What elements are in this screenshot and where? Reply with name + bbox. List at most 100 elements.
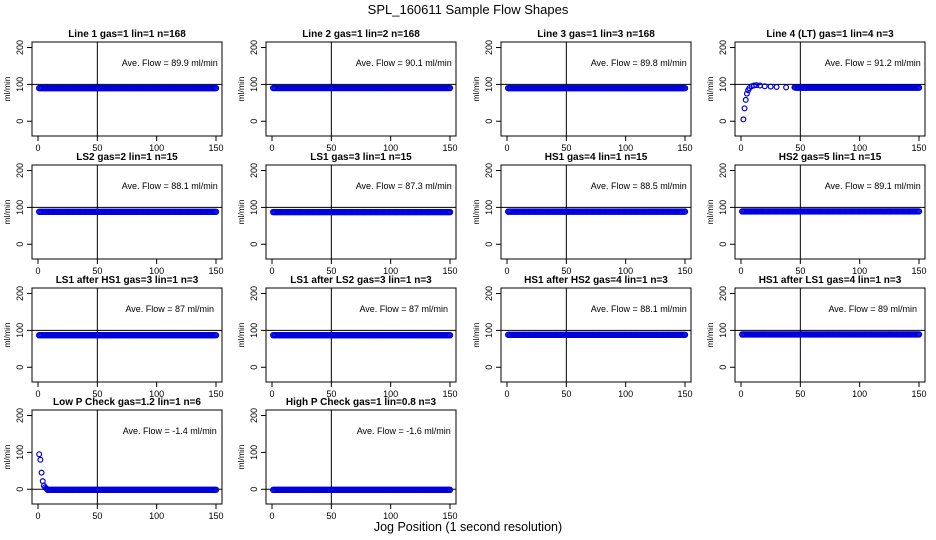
panel-grid: Line 1 gas=1 lin=1 n=168 0 50 100 150 0 100 200… xyxy=(2,29,927,521)
y-tick-label: 100 xyxy=(484,200,494,215)
y-tick-label: 100 xyxy=(249,323,259,338)
x-tick-label: 150 xyxy=(677,389,692,399)
average-flow-annotation: Ave. Flow = 89 ml/min xyxy=(828,304,917,314)
data-series xyxy=(269,331,454,339)
average-flow-annotation: Ave. Flow = 87 ml/min xyxy=(359,304,448,314)
panel-4: Line 4 (LT) gas=1 lin=4 n=3 0 50 100 150 0 100… xyxy=(705,29,927,153)
x-tick-label: 100 xyxy=(149,143,164,153)
plot-frame xyxy=(265,41,457,137)
data-point xyxy=(915,208,923,215)
data-point xyxy=(446,208,454,216)
data-series xyxy=(504,208,689,215)
x-tick-label: 100 xyxy=(383,266,398,276)
y-tick-label: 200 xyxy=(15,163,25,178)
average-flow-annotation: Ave. Flow = 88.1 ml/min xyxy=(591,304,687,314)
x-tick-label: 150 xyxy=(911,389,926,399)
y-tick-label: 200 xyxy=(15,408,25,423)
y-tick-label: 100 xyxy=(484,323,494,338)
x-tick-label: 50 xyxy=(326,389,336,399)
x-tick-label: 50 xyxy=(561,389,571,399)
data-point xyxy=(773,83,780,90)
y-tick-label: 0 xyxy=(15,242,25,247)
x-tick-label: 0 xyxy=(269,511,274,521)
average-flow-annotation: Ave. Flow = -1.6 ml/min xyxy=(357,426,451,436)
x-tick-label: 100 xyxy=(618,389,633,399)
data-point xyxy=(915,84,923,91)
average-flow-annotation: Ave. Flow = 90.1 ml/min xyxy=(356,58,452,68)
average-flow-annotation: Ave. Flow = 89.1 ml/min xyxy=(825,181,921,191)
panel-9: LS1 after HS1 gas=3 lin=1 n=3 0 50 100 150 0 1… xyxy=(2,275,224,399)
y-tick-label: 0 xyxy=(718,119,728,124)
plot-frame xyxy=(265,287,457,383)
y-tick-label: 100 xyxy=(718,200,728,215)
y-axis-label: ml/min xyxy=(471,199,481,224)
figure-x-axis-label: Jog Position (1 second resolution) xyxy=(374,520,562,534)
y-tick-label: 200 xyxy=(249,408,259,423)
panel-title: HS1 after LS1 gas=4 lin=1 n=3 xyxy=(759,275,902,286)
y-tick-label: 100 xyxy=(15,200,25,215)
x-tick-label: 0 xyxy=(738,143,743,153)
data-series xyxy=(504,331,689,338)
x-tick-label: 0 xyxy=(269,266,274,276)
plot-frame xyxy=(265,409,457,505)
data-point xyxy=(915,331,923,338)
panel-5: LS2 gas=2 lin=1 n=15 0 50 100 150 0 100 200 ml/m… xyxy=(2,152,224,276)
y-tick-label: 100 xyxy=(249,200,259,215)
y-tick-label: 200 xyxy=(718,163,728,178)
y-axis-label: ml/min xyxy=(2,322,12,347)
panel-11: HS1 after HS2 gas=4 lin=1 n=3 0 50 100 150 0 1… xyxy=(471,275,693,399)
x-tick-label: 150 xyxy=(677,266,692,276)
panel-10: LS1 after LS2 gas=3 lin=1 n=3 0 50 100 150 0 1… xyxy=(236,275,458,399)
y-tick-label: 200 xyxy=(484,40,494,55)
plot-frame xyxy=(734,287,926,383)
data-series xyxy=(269,486,454,494)
data-series xyxy=(504,84,689,92)
data-point xyxy=(767,83,774,90)
y-axis-label: ml/min xyxy=(236,322,246,347)
x-tick-label: 100 xyxy=(149,266,164,276)
x-tick-label: 100 xyxy=(852,143,867,153)
panel-title: Low P Check gas=1.2 lin=1 n=6 xyxy=(53,397,201,408)
data-series xyxy=(35,208,220,215)
x-tick-label: 150 xyxy=(442,266,457,276)
y-tick-label: 0 xyxy=(484,365,494,370)
plot-frame xyxy=(31,409,223,505)
plot-frame xyxy=(500,164,692,260)
data-series xyxy=(35,331,220,339)
x-tick-label: 50 xyxy=(561,266,571,276)
y-axis-label: ml/min xyxy=(236,76,246,101)
data-point xyxy=(212,84,220,92)
x-tick-label: 0 xyxy=(35,143,40,153)
y-tick-label: 200 xyxy=(249,163,259,178)
x-tick-label: 50 xyxy=(326,511,336,521)
data-point xyxy=(741,105,748,112)
y-tick-label: 0 xyxy=(249,242,259,247)
x-tick-label: 100 xyxy=(618,266,633,276)
y-tick-label: 100 xyxy=(249,445,259,460)
x-tick-label: 50 xyxy=(326,143,336,153)
panel-title: Line 4 (LT) gas=1 lin=4 n=3 xyxy=(766,29,894,40)
x-tick-label: 150 xyxy=(208,143,223,153)
y-tick-label: 0 xyxy=(249,365,259,370)
data-point xyxy=(751,82,758,89)
y-tick-label: 100 xyxy=(15,323,25,338)
average-flow-annotation: Ave. Flow = 91.2 ml/min xyxy=(825,58,921,68)
plot-frame xyxy=(31,41,223,137)
panel-title: Line 2 gas=1 lin=2 n=168 xyxy=(302,29,420,40)
y-tick-label: 200 xyxy=(15,286,25,301)
y-tick-label: 0 xyxy=(484,242,494,247)
y-axis-label: ml/min xyxy=(236,199,246,224)
y-axis-label: ml/min xyxy=(471,76,481,101)
y-tick-label: 0 xyxy=(249,487,259,492)
y-tick-label: 0 xyxy=(249,119,259,124)
data-point xyxy=(681,84,689,92)
data-point xyxy=(742,96,749,103)
data-series xyxy=(35,84,220,92)
x-tick-label: 100 xyxy=(618,143,633,153)
panel-title: Line 1 gas=1 lin=1 n=168 xyxy=(68,29,186,40)
average-flow-annotation: Ave. Flow = 87.3 ml/min xyxy=(356,181,452,191)
x-tick-label: 0 xyxy=(738,389,743,399)
y-tick-label: 0 xyxy=(15,487,25,492)
average-flow-annotation: Ave. Flow = -1.4 ml/min xyxy=(123,426,217,436)
x-tick-label: 150 xyxy=(442,389,457,399)
